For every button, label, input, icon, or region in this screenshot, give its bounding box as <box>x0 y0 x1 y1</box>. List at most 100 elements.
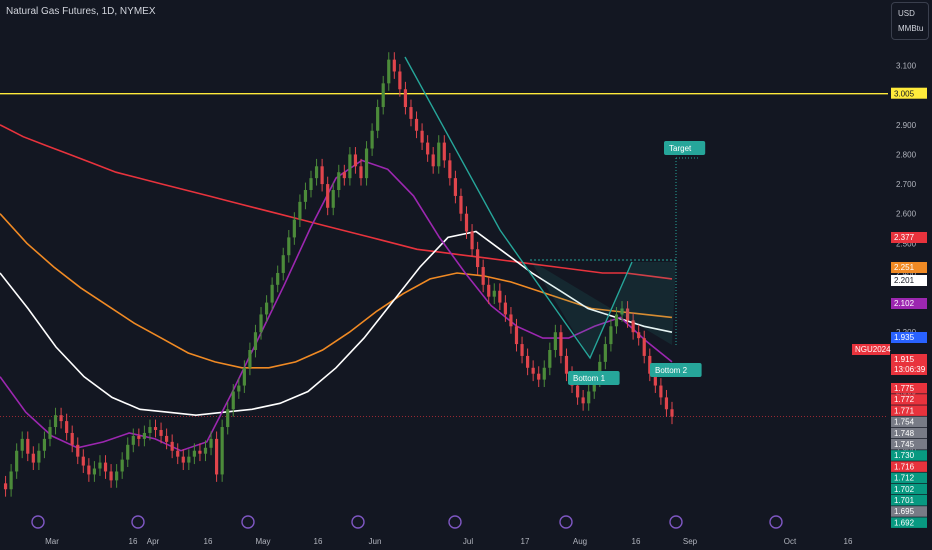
annotation-label-0: Target <box>669 144 692 153</box>
candle-body-97 <box>537 373 541 380</box>
lower-label-box-11 <box>891 506 927 517</box>
annotation-label-2: Bottom 2 <box>655 366 688 375</box>
candle-body-107 <box>592 379 596 392</box>
candle-body-4 <box>20 438 24 451</box>
price-label-0: 2.377 <box>894 233 915 242</box>
candle-body-108 <box>598 361 602 380</box>
candle-body-117 <box>648 355 652 374</box>
price-label-box-5 <box>852 344 890 355</box>
candle-body-1 <box>3 483 8 490</box>
y-tick-label-9: 2.700 <box>896 180 917 189</box>
x-tick-label-13: 16 <box>844 537 853 546</box>
candle-body-16 <box>87 465 91 475</box>
candle-body-93 <box>514 326 519 345</box>
candle-body-56 <box>309 178 313 190</box>
candle-body-40 <box>220 427 224 475</box>
candle-body-29 <box>159 430 163 436</box>
candle-body-46 <box>253 332 258 350</box>
candle-body-65 <box>359 166 363 179</box>
annotation-box-1 <box>568 371 620 385</box>
candle-body-91 <box>503 302 507 315</box>
candle-body-83 <box>459 195 463 214</box>
candle-body-73 <box>403 89 408 108</box>
candle-body-71 <box>392 59 396 72</box>
candle-body-86 <box>476 249 480 268</box>
event-icon-1 <box>131 515 145 529</box>
candle-body-67 <box>370 130 374 149</box>
candle-body-51 <box>281 255 285 273</box>
candle-body-26 <box>142 432 146 439</box>
candle-body-35 <box>192 450 196 457</box>
candle-body-27 <box>148 427 152 433</box>
lower-label-box-8 <box>891 472 927 484</box>
event-icon-5 <box>559 515 573 529</box>
price-label-box-0 <box>891 232 927 243</box>
candle-body-66 <box>364 148 369 179</box>
candle-body-28 <box>153 427 158 430</box>
resistance-label: 3.005 <box>894 90 915 99</box>
candle-body-6 <box>31 453 35 463</box>
candle-body-70 <box>387 59 391 84</box>
unit-label: MMBtu <box>898 24 924 33</box>
candle-body-104 <box>575 385 580 398</box>
candle-body-76 <box>420 130 424 143</box>
y-tick-label-8: 2.600 <box>896 210 917 219</box>
lower-label-5: 1.745 <box>894 440 915 449</box>
lower-label-10: 1.701 <box>894 496 915 505</box>
candle-body-87 <box>481 267 485 285</box>
candle-body-88 <box>487 284 491 297</box>
candle-body-24 <box>131 435 135 445</box>
price-label-box-2 <box>891 275 927 286</box>
candle-body-3 <box>15 450 19 472</box>
candle-body-14 <box>76 444 80 457</box>
x-tick-label-0: Mar <box>45 537 59 546</box>
price-label-4: 1.935 <box>894 333 915 342</box>
candle-body-21 <box>115 471 119 481</box>
candle-body-12 <box>65 421 69 433</box>
candle-body-82 <box>453 178 458 196</box>
annotation-box-0 <box>664 141 706 155</box>
candle-body-102 <box>564 355 569 374</box>
y-tick-label-6: 2.400 <box>896 269 917 278</box>
candle-body-109 <box>603 344 607 362</box>
candle-body-5 <box>26 438 30 454</box>
x-tick-label-3: 16 <box>204 537 213 546</box>
currency-unit-selector[interactable]: USD MMBtu <box>891 2 929 40</box>
candle-body-78 <box>431 154 435 167</box>
candle-body-42 <box>231 391 235 410</box>
event-icon-0 <box>31 515 45 529</box>
candle-body-17 <box>92 468 97 475</box>
candle-body-43 <box>237 385 241 392</box>
price-label-7: 13:06:39 <box>894 365 926 374</box>
x-tick-label-1: 16 <box>129 537 138 546</box>
candle-body-115 <box>637 332 641 339</box>
lower-label-box-10 <box>891 495 927 506</box>
x-tick-label-4: May <box>255 537 270 546</box>
event-icon-2 <box>241 515 255 529</box>
lower-label-3: 1.754 <box>894 418 915 427</box>
lower-label-0: 1.775 <box>894 384 915 393</box>
candle-body-106 <box>587 391 591 404</box>
candle-body-89 <box>492 290 496 297</box>
x-tick-label-11: Sep <box>683 537 698 546</box>
candle-body-120 <box>664 397 669 410</box>
candle-body-33 <box>181 456 185 463</box>
candle-body-2 <box>9 471 13 490</box>
event-icon-7 <box>769 515 783 529</box>
y-tick-label-10: 2.800 <box>896 150 917 159</box>
lower-label-1: 1.772 <box>894 395 915 404</box>
candle-body-113 <box>625 308 630 321</box>
candle-body-53 <box>292 219 296 238</box>
candle-body-116 <box>642 338 646 356</box>
price-label-box-1 <box>891 262 927 273</box>
candle-body-112 <box>620 308 624 315</box>
candle-body-62 <box>342 172 346 179</box>
candle-body-72 <box>398 71 402 90</box>
candle-body-22 <box>120 459 124 472</box>
candle-body-34 <box>187 456 191 463</box>
candle-body-54 <box>298 201 302 220</box>
currency-label: USD <box>898 9 915 18</box>
candle-body-110 <box>609 326 613 345</box>
candle-body-79 <box>437 142 441 167</box>
